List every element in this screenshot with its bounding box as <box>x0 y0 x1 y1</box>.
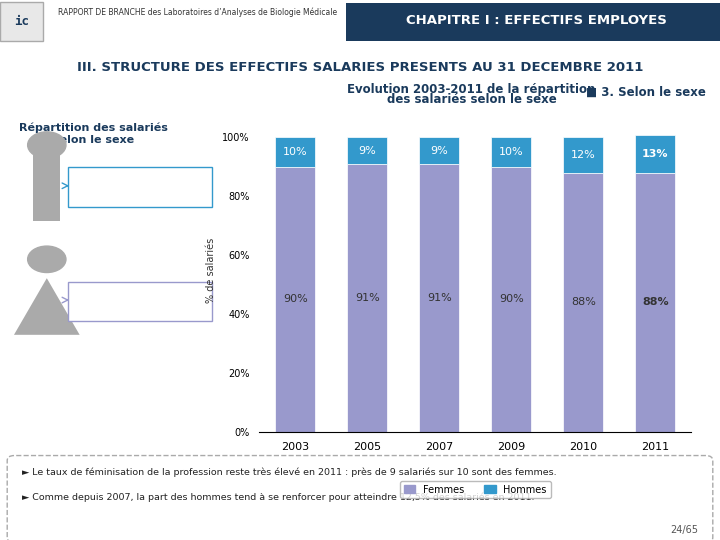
Bar <box>563 173 603 432</box>
Text: 13%: 13% <box>642 148 668 159</box>
Text: ic: ic <box>14 15 29 28</box>
Bar <box>563 138 603 173</box>
Text: 10%: 10% <box>499 147 523 157</box>
Text: 12,5 %: 12,5 % <box>120 177 161 186</box>
FancyBboxPatch shape <box>0 2 43 41</box>
Text: ► Comme depuis 2007, la part des hommes tend à se renforcer pour atteindre 12,5%: ► Comme depuis 2007, la part des hommes … <box>22 493 534 502</box>
Text: 9%: 9% <box>359 146 376 156</box>
FancyBboxPatch shape <box>7 456 713 540</box>
Text: 35.150 salariés: 35.150 salariés <box>103 301 178 312</box>
Text: des salariés selon le sexe: des salariés selon le sexe <box>387 93 557 106</box>
Text: 9%: 9% <box>431 146 448 156</box>
FancyBboxPatch shape <box>33 154 60 220</box>
Bar <box>419 138 459 164</box>
Bar <box>491 138 531 167</box>
Text: Evolution 2003-2011 de la répartition: Evolution 2003-2011 de la répartition <box>348 83 595 96</box>
Text: RAPPORT DE BRANCHE des Laboratoires d’Analyses de Biologie Médicale: RAPPORT DE BRANCHE des Laboratoires d’An… <box>58 8 337 17</box>
Bar <box>347 138 387 164</box>
Polygon shape <box>14 278 80 335</box>
Circle shape <box>27 132 66 158</box>
Text: 24/65: 24/65 <box>670 525 698 535</box>
Legend: Femmes, Hommes: Femmes, Hommes <box>400 481 551 498</box>
Bar <box>275 167 315 432</box>
Bar <box>491 167 531 432</box>
Text: 91%: 91% <box>355 293 379 303</box>
Text: Répartition des salariés
selon le sexe: Répartition des salariés selon le sexe <box>19 123 168 145</box>
FancyBboxPatch shape <box>346 3 720 41</box>
Bar <box>419 164 459 432</box>
Text: ■ 3. Selon le sexe: ■ 3. Selon le sexe <box>586 85 706 98</box>
Text: 5.050 salariés: 5.050 salariés <box>106 187 175 197</box>
Circle shape <box>27 246 66 273</box>
Text: 10%: 10% <box>283 147 307 157</box>
Bar <box>635 134 675 173</box>
FancyBboxPatch shape <box>68 282 212 321</box>
Bar <box>635 173 675 432</box>
Text: CHAPITRE I : EFFECTIFS EMPLOYES: CHAPITRE I : EFFECTIFS EMPLOYES <box>406 14 667 27</box>
Text: 88%: 88% <box>571 298 595 307</box>
Text: 87,5 %: 87,5 % <box>120 291 161 301</box>
Bar <box>275 138 315 167</box>
Text: 90%: 90% <box>283 294 307 305</box>
Text: 90%: 90% <box>499 294 523 305</box>
Text: III. STRUCTURE DES EFFECTIFS SALARIES PRESENTS AU 31 DECEMBRE 2011: III. STRUCTURE DES EFFECTIFS SALARIES PR… <box>77 60 643 73</box>
FancyBboxPatch shape <box>68 167 212 207</box>
Bar <box>347 164 387 432</box>
Text: ► Le taux de féminisation de la profession reste très élevé en 2011 : près de 9 : ► Le taux de féminisation de la professi… <box>22 468 557 477</box>
Text: 88%: 88% <box>642 298 668 307</box>
Text: 12%: 12% <box>571 150 595 160</box>
Text: 91%: 91% <box>427 293 451 303</box>
Y-axis label: % de salariés: % de salariés <box>207 238 217 302</box>
